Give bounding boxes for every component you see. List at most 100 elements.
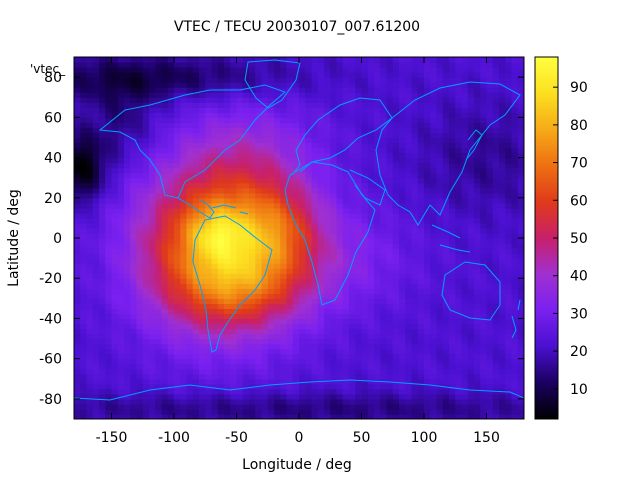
heatmap-cell	[155, 202, 163, 209]
heatmap-cell	[330, 142, 338, 149]
heatmap-cell	[374, 303, 381, 309]
heatmap-cell	[155, 238, 163, 244]
heatmap-cell	[436, 122, 444, 128]
heatmap-cell	[442, 177, 450, 184]
heatmap-cell	[299, 318, 306, 325]
heatmap-cell	[74, 398, 81, 405]
heatmap-cell	[130, 77, 138, 83]
heatmap-cell	[355, 318, 363, 325]
heatmap-cell	[130, 268, 138, 274]
heatmap-cell	[99, 338, 106, 345]
heatmap-cell	[405, 363, 413, 370]
heatmap-cell	[224, 253, 231, 259]
heatmap-cell	[230, 328, 238, 335]
heatmap-cell	[411, 162, 419, 169]
heatmap-cell	[517, 107, 524, 113]
heatmap-cell	[155, 358, 163, 365]
heatmap-cell	[467, 403, 475, 410]
heatmap-cell	[336, 413, 344, 419]
heatmap-cell	[380, 232, 388, 239]
heatmap-cell	[367, 87, 375, 93]
heatmap-cell	[436, 152, 444, 159]
heatmap-cell	[230, 187, 238, 194]
heatmap-cell	[374, 393, 381, 400]
heatmap-cell	[111, 388, 119, 395]
heatmap-cell	[149, 167, 156, 174]
heatmap-cell	[117, 137, 125, 144]
heatmap-cell	[130, 82, 138, 88]
heatmap-cell	[186, 288, 194, 294]
heatmap-cell	[205, 338, 213, 345]
heatmap-cell	[455, 207, 463, 214]
heatmap-cell	[367, 398, 375, 405]
heatmap-cell	[186, 92, 194, 98]
heatmap-cell	[311, 152, 319, 159]
heatmap-cell	[405, 253, 413, 259]
heatmap-cell	[449, 363, 456, 370]
heatmap-cell	[80, 232, 88, 239]
heatmap-cell	[274, 238, 281, 244]
heatmap-cell	[499, 403, 506, 410]
heatmap-cell	[317, 112, 325, 118]
heatmap-cell	[249, 293, 256, 299]
heatmap-cell	[211, 207, 219, 214]
heatmap-cell	[424, 318, 431, 325]
heatmap-cell	[355, 298, 363, 304]
heatmap-cell	[455, 162, 463, 169]
heatmap-cell	[230, 117, 238, 123]
heatmap-cell	[124, 167, 131, 174]
heatmap-cell	[74, 102, 81, 108]
heatmap-cell	[492, 248, 500, 254]
heatmap-cell	[374, 232, 381, 239]
heatmap-cell	[86, 137, 94, 144]
heatmap-cell	[255, 177, 263, 184]
heatmap-cell	[461, 328, 469, 335]
heatmap-cell	[130, 278, 138, 284]
heatmap-cell	[292, 408, 300, 415]
heatmap-cell	[205, 212, 213, 219]
heatmap-cell	[217, 162, 225, 169]
heatmap-cell	[405, 162, 413, 169]
heatmap-cell	[330, 97, 338, 103]
heatmap-cell	[330, 283, 338, 289]
heatmap-cell	[474, 273, 481, 279]
heatmap-cell	[99, 378, 106, 385]
heatmap-cell	[117, 162, 125, 169]
heatmap-cell	[180, 318, 188, 325]
heatmap-cell	[249, 182, 256, 189]
heatmap-cell	[467, 288, 475, 294]
heatmap-cell	[186, 142, 194, 149]
heatmap-cell	[367, 207, 375, 214]
heatmap-cell	[499, 398, 506, 405]
heatmap-cell	[480, 187, 488, 194]
heatmap-cell	[180, 248, 188, 254]
heatmap-cell	[155, 283, 163, 289]
heatmap-cell	[299, 338, 306, 345]
heatmap-cell	[80, 112, 88, 118]
heatmap-cell	[486, 192, 494, 199]
heatmap-cell	[124, 187, 131, 194]
heatmap-cell	[130, 187, 138, 194]
heatmap-cell	[517, 328, 524, 335]
heatmap-cell	[299, 393, 306, 400]
heatmap-cell	[380, 348, 388, 355]
heatmap-cell	[280, 268, 288, 274]
heatmap-cell	[380, 293, 388, 299]
heatmap-cell	[449, 232, 456, 239]
heatmap-cell	[167, 122, 175, 128]
heatmap-cell	[449, 323, 456, 330]
heatmap-cell	[92, 122, 100, 128]
heatmap-cell	[149, 82, 156, 88]
heatmap-cell	[430, 182, 438, 189]
heatmap-cell	[449, 112, 456, 118]
heatmap-cell	[405, 202, 413, 209]
heatmap-cell	[267, 202, 275, 209]
heatmap-cell	[236, 172, 244, 179]
heatmap-cell	[180, 383, 188, 390]
heatmap-cell	[111, 293, 119, 299]
heatmap-cell	[392, 378, 400, 385]
heatmap-cell	[430, 127, 438, 134]
heatmap-cell	[380, 97, 388, 103]
heatmap-cell	[411, 127, 419, 134]
heatmap-cell	[436, 217, 444, 224]
